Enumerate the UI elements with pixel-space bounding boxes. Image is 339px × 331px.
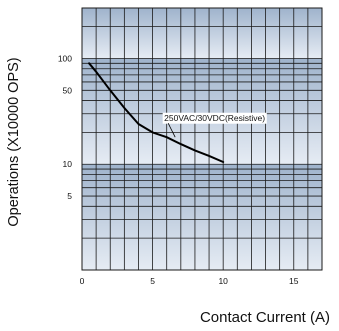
grid-lines	[81, 7, 323, 271]
decade-bands	[82, 8, 322, 270]
annotation-background	[162, 112, 267, 124]
plot-frame	[81, 7, 323, 271]
y-tick-label: 10	[63, 159, 73, 169]
tick-labels: 0 5 10 15 5 10 50 100	[58, 53, 299, 286]
decade-band	[82, 164, 322, 270]
x-axis-title: Contact Current (A)	[200, 309, 330, 326]
y-axis-title: Operations (X10000 OPS)	[6, 57, 22, 226]
decade-band	[82, 8, 322, 59]
x-tick-label: 10	[218, 276, 228, 286]
series-line	[88, 62, 225, 163]
series-annotation: 250VAC/30VDC(Resistive)	[164, 113, 265, 123]
y-tick-label: 50	[63, 85, 73, 95]
annotations: 250VAC/30VDC(Resistive)	[162, 112, 267, 138]
x-tick-label: 5	[150, 276, 155, 286]
annotation-leader	[167, 123, 176, 138]
decade-band	[82, 58, 322, 165]
y-tick-label: 100	[58, 53, 72, 63]
x-tick-label: 15	[289, 276, 299, 286]
x-tick-label: 0	[80, 276, 85, 286]
series-layer	[88, 62, 225, 163]
y-tick-label: 5	[67, 191, 72, 201]
